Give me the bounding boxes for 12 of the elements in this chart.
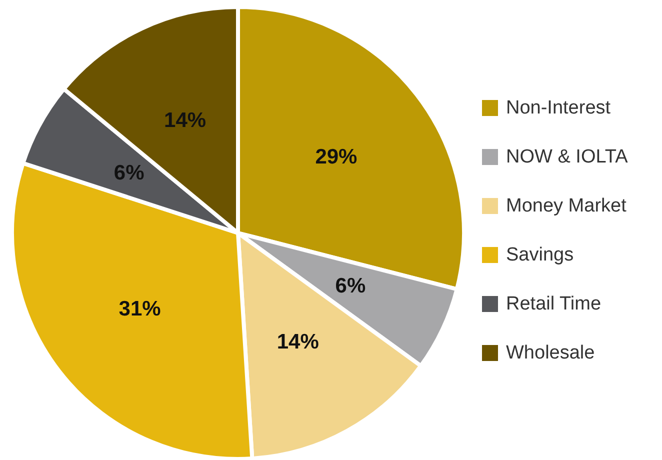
legend-label: Retail Time (506, 294, 602, 314)
legend-label: Savings (506, 244, 574, 266)
data-label: 14% (164, 109, 206, 132)
data-label: 14% (276, 330, 320, 354)
data-label: 29% (315, 145, 358, 168)
legend-label: Non-Interest (506, 98, 612, 118)
data-label: 6% (114, 162, 145, 185)
data-label: 31% (118, 298, 162, 321)
data-label: 6% (335, 274, 366, 298)
legend-label: Wholesale (506, 342, 595, 364)
legend-label: Money Market (506, 196, 628, 216)
legend-label: NOW & IOLTA (506, 146, 628, 168)
